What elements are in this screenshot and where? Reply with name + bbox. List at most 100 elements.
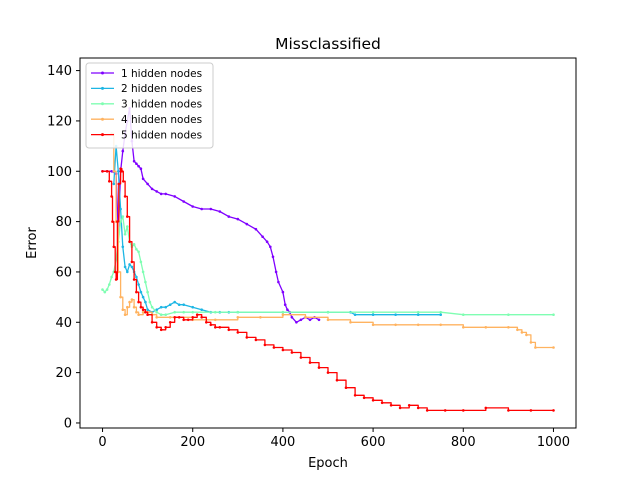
data-point	[245, 222, 249, 226]
data-point	[254, 227, 258, 231]
data-point	[281, 290, 285, 294]
data-point	[209, 323, 213, 327]
data-point	[218, 326, 222, 329]
data-point	[135, 162, 138, 165]
data-point	[139, 290, 143, 294]
data-point	[299, 318, 303, 322]
data-point	[146, 308, 149, 312]
data-point	[137, 283, 140, 286]
data-point	[304, 316, 307, 319]
data-point	[326, 310, 330, 314]
data-point	[114, 278, 118, 281]
data-point	[507, 409, 510, 412]
x-axis-label: Epoch	[308, 456, 348, 471]
legend-marker	[101, 102, 104, 106]
data-point	[146, 313, 149, 317]
data-point	[168, 321, 172, 324]
data-point	[141, 308, 145, 312]
data-point	[150, 187, 154, 191]
data-point	[200, 316, 203, 319]
data-point	[141, 270, 145, 274]
data-point	[173, 310, 176, 314]
x-tick-label: 400	[270, 435, 295, 450]
data-point	[534, 346, 537, 349]
data-point	[416, 406, 420, 410]
data-point	[155, 308, 158, 312]
data-point	[141, 295, 145, 299]
data-point	[182, 303, 185, 307]
data-point	[123, 232, 127, 236]
y-tick-label: 60	[55, 265, 72, 280]
legend-entry: 4 hidden nodes	[91, 114, 202, 126]
data-point	[132, 159, 136, 163]
data-point	[416, 323, 420, 327]
data-point	[182, 318, 185, 322]
data-point	[128, 300, 131, 304]
y-axis-label: Error	[25, 227, 40, 259]
legend-entry: 3 hidden nodes	[91, 99, 202, 111]
data-point	[126, 305, 129, 309]
data-point	[308, 318, 312, 322]
data-point	[150, 305, 154, 309]
data-point	[113, 270, 117, 274]
data-point	[317, 318, 321, 322]
data-point	[146, 182, 149, 186]
data-point	[507, 326, 510, 329]
data-point	[121, 149, 125, 153]
data-point	[308, 361, 312, 364]
legend-marker	[101, 86, 104, 90]
y-tick-label: 120	[47, 114, 72, 129]
data-point	[191, 316, 194, 319]
data-point	[394, 313, 397, 317]
data-point	[132, 305, 136, 309]
data-point	[112, 170, 116, 173]
data-point	[120, 170, 124, 173]
data-point	[265, 240, 269, 243]
data-point	[155, 310, 158, 314]
data-point	[101, 288, 104, 291]
x-tick-label: 200	[180, 435, 205, 450]
data-point	[254, 338, 258, 342]
data-point	[236, 217, 240, 221]
data-point	[416, 310, 420, 314]
data-point	[144, 300, 147, 304]
data-point	[529, 341, 533, 344]
data-point	[182, 310, 185, 314]
data-point	[326, 318, 330, 322]
data-point	[130, 260, 134, 264]
data-point	[191, 205, 194, 208]
legend-entry: 5 hidden nodes	[91, 129, 202, 141]
data-point	[439, 323, 443, 327]
data-point	[349, 321, 352, 324]
data-point	[245, 336, 249, 339]
data-point	[295, 321, 298, 324]
data-point	[116, 220, 119, 223]
data-point	[407, 404, 411, 407]
data-point	[182, 200, 185, 203]
data-point	[159, 192, 163, 196]
legend-label: 2 hidden nodes	[121, 83, 202, 95]
data-point	[177, 303, 181, 307]
data-point	[119, 207, 122, 211]
data-point	[353, 394, 357, 397]
data-point	[139, 167, 143, 170]
data-point	[121, 308, 125, 312]
data-point	[214, 318, 217, 322]
legend-box	[85, 62, 214, 149]
data-point	[155, 190, 158, 193]
data-point	[130, 298, 134, 301]
data-point	[168, 303, 172, 307]
data-point	[371, 399, 375, 402]
data-point	[168, 316, 172, 319]
data-point	[155, 326, 158, 329]
data-point	[112, 182, 116, 186]
data-point	[272, 346, 276, 349]
data-point	[507, 313, 510, 317]
data-point	[128, 263, 131, 266]
data-point	[126, 225, 129, 228]
y-axis: 0 20 40 60 80 100 120 140	[47, 64, 80, 431]
data-point	[155, 316, 158, 319]
data-point	[135, 290, 138, 294]
series-layer	[101, 107, 555, 412]
